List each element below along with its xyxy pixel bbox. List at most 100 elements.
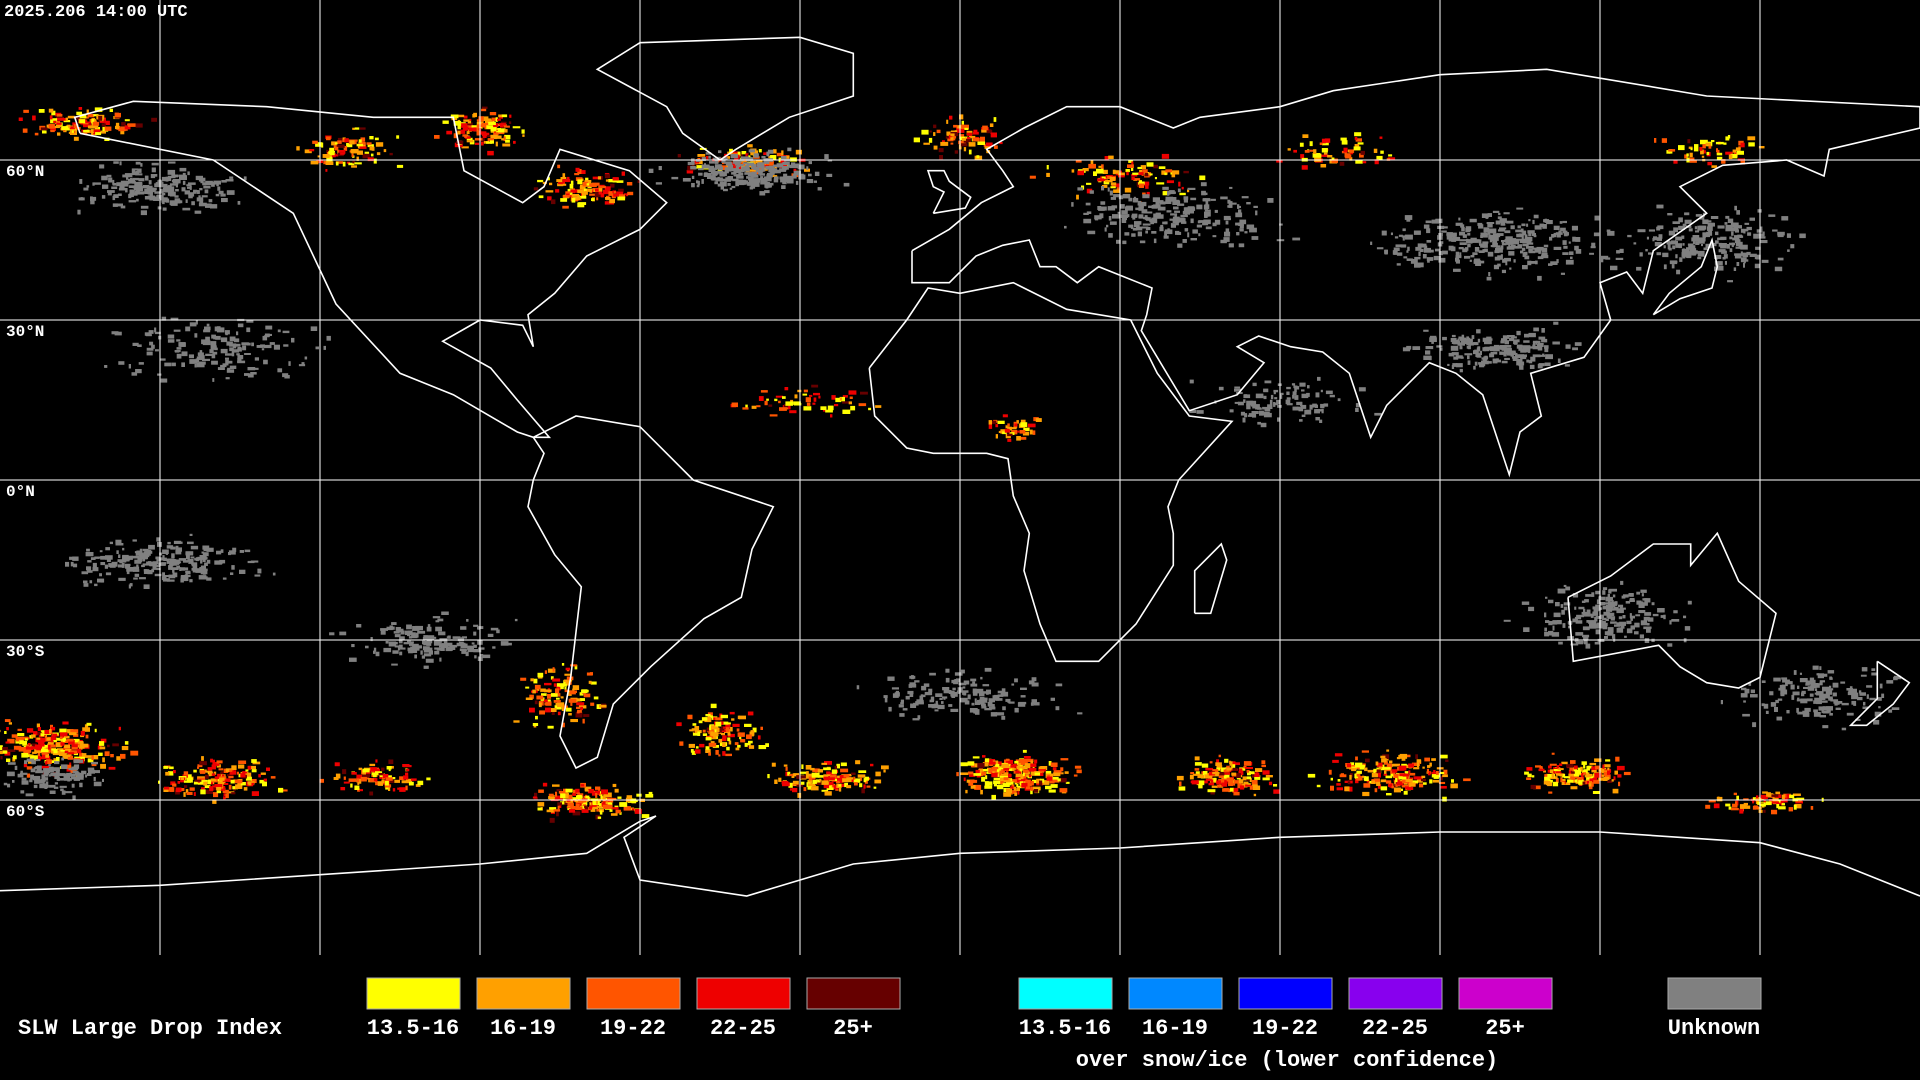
cloud-pixel: [1593, 777, 1598, 781]
cloud-pixel: [937, 704, 945, 710]
cloud-pixel: [156, 537, 161, 542]
cloud-pixel: [1208, 782, 1215, 786]
cloud-pixel: [555, 791, 558, 797]
cloud-pixel: [1046, 776, 1053, 781]
cloud-pixel: [1788, 807, 1793, 812]
cloud-pixel: [1723, 254, 1728, 259]
cloud-pixel: [1381, 230, 1387, 236]
cloud-pixel: [941, 701, 944, 704]
cloud-pixel: [1539, 223, 1544, 228]
cloud-pixel: [31, 743, 37, 748]
cloud-pixel: [391, 642, 398, 645]
cloud-pixel: [1723, 142, 1727, 145]
cloud-pixel: [415, 784, 421, 787]
cloud-pixel: [1486, 276, 1492, 281]
cloud-pixel: [1552, 341, 1560, 345]
cloud-pixel: [612, 783, 617, 788]
cloud-pixel: [979, 691, 985, 697]
cloud-pixel: [1565, 586, 1571, 591]
cloud-pixel: [577, 709, 582, 713]
cloud-pixel: [224, 782, 229, 785]
cloud-pixel: [950, 694, 958, 697]
cloud-pixel: [185, 199, 188, 203]
cloud-pixel: [557, 164, 561, 169]
cloud-pixel: [1702, 235, 1706, 238]
cloud-pixel: [938, 148, 944, 153]
cloud-pixel: [541, 693, 547, 696]
cloud-pixel: [840, 768, 849, 773]
cloud-pixel: [187, 182, 196, 185]
cloud-pixel: [991, 794, 996, 800]
cloud-pixel: [393, 631, 400, 634]
cloud-pixel: [176, 561, 182, 564]
cloud-pixel: [120, 130, 125, 135]
cloud-pixel: [1619, 605, 1623, 609]
cloud-pixel: [596, 805, 603, 808]
cloud-pixel: [1588, 785, 1593, 790]
cloud-pixel: [1005, 425, 1009, 429]
cloud-pixel: [0, 745, 3, 750]
cloud-pixel: [734, 158, 739, 161]
cloud-pixel: [1241, 196, 1249, 199]
cloud-pixel: [373, 650, 376, 654]
cloud-pixel: [1390, 782, 1393, 788]
cloud-pixel: [457, 125, 461, 130]
cloud-pixel: [1223, 215, 1231, 221]
cloud-pixel: [694, 749, 701, 754]
cloud-pixel: [1694, 144, 1699, 148]
cloud-pixel: [414, 654, 417, 659]
cloud-pixel: [463, 642, 466, 647]
cloud-pixel: [801, 764, 804, 769]
cloud-pixel: [1772, 229, 1778, 232]
cloud-pixel: [995, 424, 999, 428]
cloud-pixel: [91, 761, 98, 765]
cloud-pixel: [182, 180, 186, 185]
cloud-pixel: [374, 137, 379, 141]
cloud-pixel: [774, 779, 778, 784]
cloud-pixel: [503, 125, 510, 128]
cloud-pixel: [167, 175, 176, 179]
cloud-pixel: [1002, 431, 1007, 435]
cloud-pixel: [1442, 336, 1447, 341]
cloud-pixel: [1618, 616, 1623, 620]
cloud-pixel: [206, 577, 212, 581]
cloud-pixel: [1595, 765, 1600, 770]
cloud-pixel: [1014, 423, 1018, 427]
cloud-pixel: [1506, 351, 1511, 356]
cloud-pixel: [48, 108, 54, 113]
cloud-pixel: [231, 565, 235, 570]
cloud-pixel: [1572, 236, 1576, 242]
cloud-pixel: [696, 180, 699, 184]
cloud-pixel: [1354, 773, 1359, 779]
cloud-pixel: [1551, 773, 1555, 778]
cloud-pixel: [34, 744, 43, 750]
cloud-pixel: [891, 687, 899, 690]
cloud-pixel: [1030, 789, 1033, 795]
cloud-pixel: [1395, 244, 1402, 248]
cloud-pixel: [1413, 230, 1421, 235]
cloud-pixel: [747, 711, 754, 716]
cloud-pixel: [1007, 699, 1011, 703]
cloud-pixel: [1138, 183, 1144, 188]
cloud-pixel: [1249, 777, 1252, 782]
cloud-pixel: [1648, 617, 1654, 622]
cloud-pixel: [1636, 600, 1642, 605]
cloud-pixel: [964, 700, 970, 705]
cloud-pixel: [1224, 758, 1229, 763]
cloud-pixel: [1414, 263, 1421, 268]
cloud-pixel: [514, 618, 518, 622]
cloud-pixel: [1328, 769, 1332, 775]
cloud-pixel: [831, 395, 836, 400]
cloud-pixel: [958, 140, 966, 145]
cloud-pixel: [1000, 777, 1004, 783]
cloud-pixel: [1504, 257, 1511, 262]
cloud-pixel: [1183, 196, 1189, 200]
cloud-pixel: [91, 124, 99, 129]
cloud-pixel: [835, 397, 842, 403]
cloud-pixel: [1699, 225, 1707, 230]
cloud-pixel: [1730, 153, 1738, 159]
cloud-pixel: [960, 697, 968, 703]
cloud-pixel: [1583, 772, 1590, 775]
cloud-pixel: [722, 742, 726, 747]
